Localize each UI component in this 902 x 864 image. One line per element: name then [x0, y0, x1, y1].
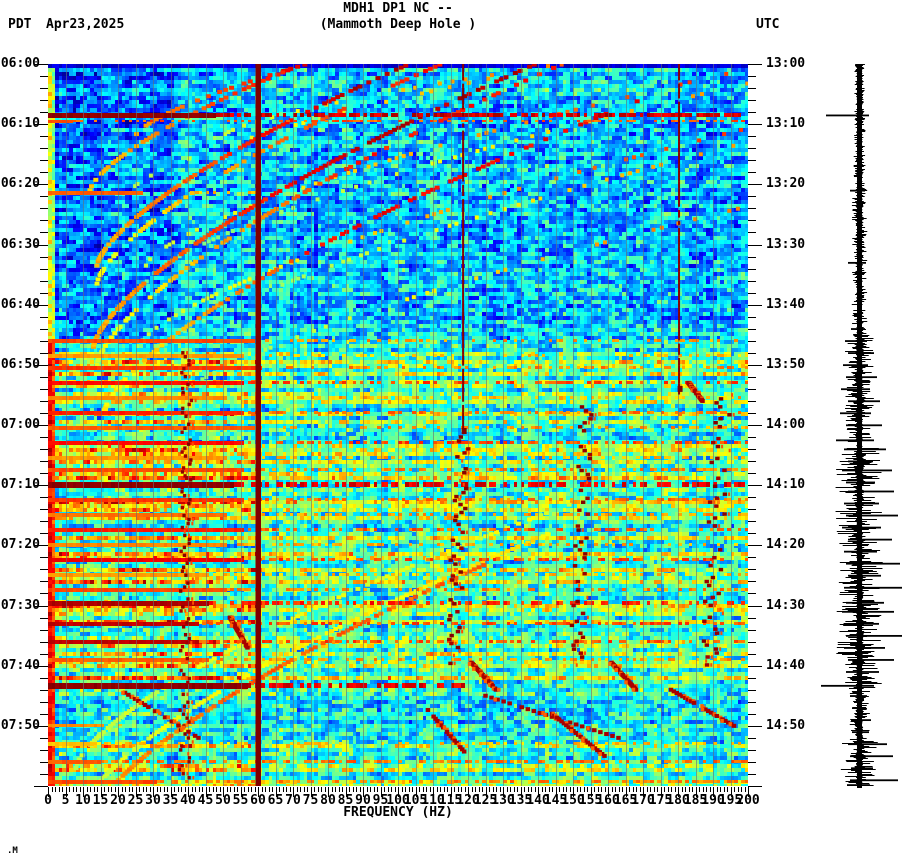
x-tick-label: 135: [508, 793, 533, 808]
y-left-tick-label: 07:10: [0, 477, 40, 493]
y-left-tick-label: 06:40: [0, 296, 40, 312]
y-right-tick-label: 14:10: [766, 477, 806, 493]
x-tick-label: 55: [232, 793, 249, 808]
x-tick-label: 60: [250, 793, 266, 808]
x-tick-label: 165: [613, 793, 638, 808]
y-right-tick-label: 13:30: [766, 236, 806, 252]
y-left-tick-label: 07:40: [0, 657, 40, 673]
y-right-tick-label: 13:50: [766, 356, 806, 372]
y-left-tick-label: 07:20: [0, 537, 40, 553]
y-left-tick-label: 06:30: [0, 236, 40, 252]
x-tick-label: 195: [718, 793, 743, 808]
x-tick-label: 140: [526, 793, 550, 808]
x-tick-label: 10: [75, 793, 91, 808]
y-right-tick-label: 13:00: [766, 56, 806, 71]
x-tick-label: 70: [285, 793, 301, 808]
x-tick-label: 65: [267, 793, 284, 808]
y-right-tick-label: 14:30: [766, 597, 806, 613]
x-tick-label: 150: [561, 793, 585, 808]
x-tick-label: 120: [456, 793, 480, 808]
x-tick-label: 160: [596, 793, 620, 808]
x-tick-label: 0: [44, 793, 52, 808]
x-tick-label: 185: [683, 793, 708, 808]
y-right-tick-label: 13:20: [766, 176, 806, 192]
x-axis-title: FREQUENCY (HZ): [343, 805, 453, 820]
y-right-tick-label: 13:40: [766, 296, 806, 312]
x-tick-label: 100: [386, 793, 410, 808]
x-tick-label: 30: [145, 793, 161, 808]
x-tick-label: 85: [337, 793, 354, 808]
x-tick-label: 20: [110, 793, 126, 808]
x-tick-label: 5: [61, 793, 70, 808]
y-right-tick-label: 14:50: [766, 717, 806, 733]
x-tick-label: 145: [543, 793, 568, 808]
x-tick-label: 170: [631, 793, 655, 808]
y-right-tick-label: 14:40: [766, 657, 806, 673]
x-tick-label: 105: [403, 793, 428, 808]
y-right-tick-label: 14:00: [766, 417, 806, 432]
x-tick-label: 15: [92, 793, 109, 808]
x-tick-label: 90: [355, 793, 371, 808]
spectrogram-heatmap-canvas: [48, 64, 748, 786]
x-tick-label: 80: [320, 793, 336, 808]
x-tick-label: 155: [578, 793, 603, 808]
y-left-tick-label: 06:50: [0, 356, 40, 372]
x-tick-label: 180: [666, 793, 690, 808]
y-left-tick-label: 06:00: [0, 56, 40, 71]
x-tick-label: 175: [648, 793, 673, 808]
x-tick-label: 190: [701, 793, 725, 808]
x-tick-label: 200: [736, 793, 760, 808]
y-right-tick-label: 13:10: [766, 116, 806, 132]
watermark-mark: .M: [7, 846, 18, 856]
x-tick-label: 75: [302, 793, 319, 808]
y-left-tick-label: 07:30: [0, 597, 40, 613]
x-tick-label: 40: [180, 793, 196, 808]
x-tick-label: 125: [473, 793, 498, 808]
y-right-tick-label: 14:20: [766, 537, 806, 553]
x-tick-label: 115: [438, 793, 463, 808]
x-tick-label: 25: [127, 793, 144, 808]
x-tick-label: 35: [162, 793, 179, 808]
x-tick-label: 45: [197, 793, 214, 808]
y-left-tick-label: 07:50: [0, 717, 40, 733]
x-tick-label: 130: [491, 793, 515, 808]
x-tick-label: 110: [421, 793, 445, 808]
x-tick-label: 50: [215, 793, 231, 808]
y-left-tick-label: 06:20: [0, 176, 40, 192]
x-tick-label: 95: [372, 793, 389, 808]
y-left-tick-label: 06:10: [0, 116, 40, 132]
y-left-tick-label: 07:00: [0, 417, 40, 432]
